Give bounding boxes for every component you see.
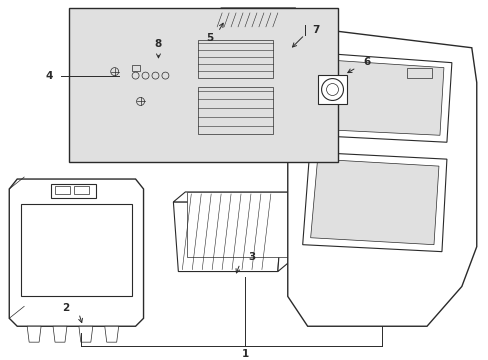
- Polygon shape: [317, 60, 443, 135]
- Text: 1: 1: [241, 349, 248, 359]
- Polygon shape: [302, 152, 446, 252]
- Polygon shape: [213, 12, 292, 28]
- Bar: [21, 204, 131, 296]
- Text: 8: 8: [155, 39, 162, 49]
- Polygon shape: [190, 15, 294, 25]
- Text: 6: 6: [363, 57, 370, 67]
- Polygon shape: [190, 25, 284, 144]
- Bar: [74, 186, 89, 194]
- Polygon shape: [79, 326, 93, 342]
- Polygon shape: [27, 326, 41, 342]
- Polygon shape: [309, 53, 451, 142]
- Polygon shape: [277, 192, 294, 271]
- Polygon shape: [173, 192, 294, 202]
- Polygon shape: [317, 69, 355, 75]
- Text: 3: 3: [248, 252, 255, 262]
- Bar: [55, 186, 70, 194]
- Polygon shape: [187, 192, 292, 257]
- Bar: [407, 68, 431, 78]
- Bar: [69, 8, 337, 162]
- Bar: [51, 184, 96, 198]
- Polygon shape: [104, 326, 119, 342]
- Polygon shape: [347, 69, 355, 104]
- Polygon shape: [9, 179, 143, 326]
- Text: 2: 2: [62, 303, 69, 313]
- Polygon shape: [53, 326, 67, 342]
- Bar: [198, 86, 272, 134]
- Polygon shape: [218, 8, 295, 12]
- Polygon shape: [287, 28, 476, 326]
- Bar: [198, 40, 272, 78]
- Polygon shape: [173, 202, 282, 271]
- Polygon shape: [310, 159, 438, 245]
- Text: 7: 7: [311, 25, 319, 35]
- Text: 5: 5: [206, 33, 213, 43]
- Text: 4: 4: [45, 71, 53, 81]
- Polygon shape: [174, 54, 181, 90]
- Polygon shape: [284, 15, 294, 144]
- Bar: [317, 75, 347, 104]
- Polygon shape: [128, 54, 181, 62]
- Bar: [131, 65, 139, 71]
- Polygon shape: [128, 62, 174, 90]
